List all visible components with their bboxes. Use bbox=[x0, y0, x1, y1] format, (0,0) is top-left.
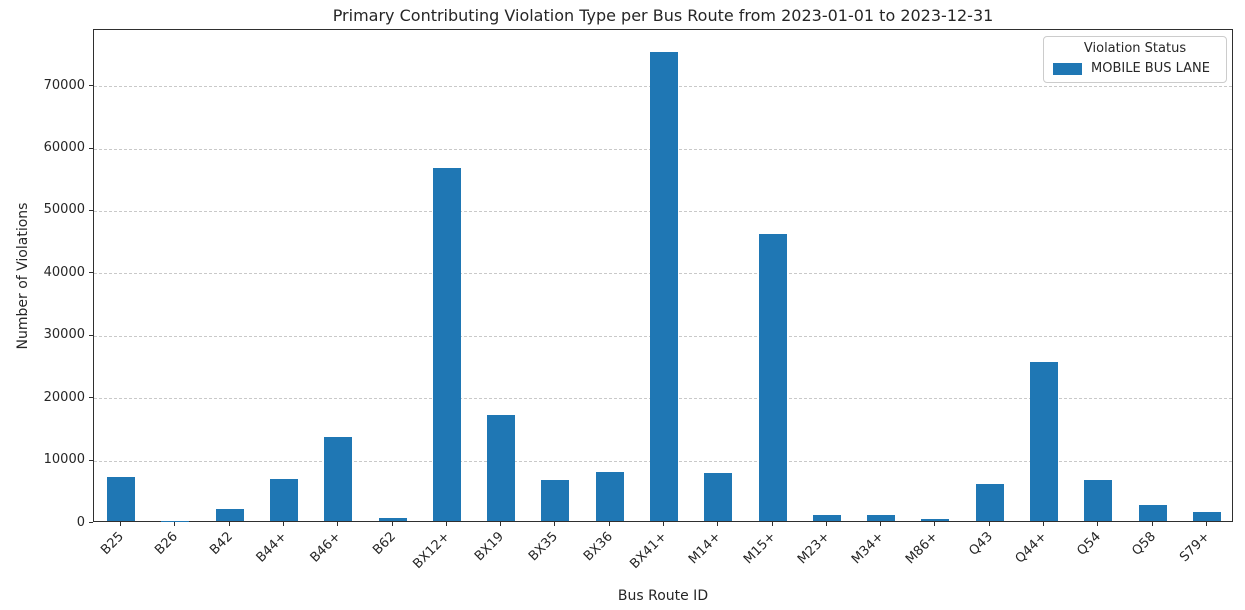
x-tick bbox=[1151, 522, 1153, 526]
y-tick-label: 20000 bbox=[43, 389, 85, 405]
x-tick bbox=[391, 522, 393, 526]
x-tick bbox=[663, 522, 664, 526]
y-tick bbox=[89, 147, 93, 149]
y-tick bbox=[89, 272, 93, 274]
bar-B44+ bbox=[270, 479, 298, 521]
bar-B46+ bbox=[324, 436, 353, 521]
y-tick bbox=[89, 397, 93, 399]
legend-entry: MOBILE BUS LANE bbox=[1044, 61, 1226, 76]
legend-title: Violation Status bbox=[1083, 41, 1187, 56]
y-tick-label: 0 bbox=[76, 514, 85, 530]
y-tick bbox=[89, 459, 93, 461]
x-tick bbox=[1043, 522, 1044, 526]
x-tick bbox=[500, 522, 502, 526]
y-tick-label: 50000 bbox=[43, 202, 85, 218]
x-axis-label: Bus Route ID bbox=[617, 588, 709, 604]
x-tick bbox=[283, 522, 284, 526]
bar-B42 bbox=[215, 508, 244, 521]
y-tick bbox=[89, 522, 93, 523]
bar-BX35 bbox=[541, 479, 570, 521]
x-tick bbox=[445, 522, 447, 526]
bar-Q54 bbox=[1084, 479, 1113, 521]
x-tick bbox=[934, 522, 936, 526]
x-tick bbox=[228, 522, 230, 526]
bar-M15+ bbox=[758, 233, 787, 521]
x-tick bbox=[554, 522, 556, 526]
x-tick bbox=[1097, 522, 1099, 526]
y-tick-label: 60000 bbox=[43, 140, 85, 156]
x-tick bbox=[825, 522, 827, 526]
bar-M86+ bbox=[921, 518, 950, 521]
y-tick-label: 40000 bbox=[43, 264, 85, 280]
x-tick bbox=[717, 522, 719, 526]
x-tick bbox=[608, 522, 610, 526]
y-tick bbox=[89, 85, 93, 87]
y-tick-label: 70000 bbox=[43, 77, 85, 93]
y-tick-label: 10000 bbox=[43, 452, 85, 468]
bar-M34+ bbox=[867, 514, 896, 521]
chart-title: Primary Contributing Violation Type per … bbox=[332, 6, 994, 25]
y-tick bbox=[89, 209, 93, 211]
legend: Violation Status MOBILE BUS LANE bbox=[1043, 36, 1227, 83]
bar-Q58 bbox=[1138, 505, 1167, 521]
plot-area bbox=[93, 29, 1233, 522]
bar-BX12+ bbox=[432, 168, 461, 521]
x-tick bbox=[988, 522, 990, 526]
legend-entry-label: MOBILE BUS LANE bbox=[1091, 61, 1210, 76]
bar-S79+ bbox=[1192, 511, 1221, 521]
x-tick bbox=[337, 522, 339, 526]
x-tick bbox=[880, 522, 882, 526]
bar-BX41+ bbox=[650, 51, 678, 521]
y-tick bbox=[89, 334, 93, 336]
x-tick bbox=[120, 522, 122, 526]
x-tick bbox=[1205, 522, 1207, 526]
bar-B62 bbox=[378, 517, 407, 521]
legend-swatch-mobile-bus-lane bbox=[1053, 62, 1082, 75]
bar-BX36 bbox=[595, 472, 624, 521]
bar-BX19 bbox=[487, 414, 516, 521]
y-tick-label: 30000 bbox=[43, 327, 85, 343]
bar-B25 bbox=[107, 477, 136, 521]
bar-Q44+ bbox=[1030, 361, 1058, 521]
x-tick bbox=[771, 522, 773, 526]
bar-M14+ bbox=[704, 472, 733, 521]
bar-M23+ bbox=[812, 514, 841, 521]
x-tick bbox=[174, 522, 176, 526]
bar-Q43 bbox=[975, 483, 1004, 521]
